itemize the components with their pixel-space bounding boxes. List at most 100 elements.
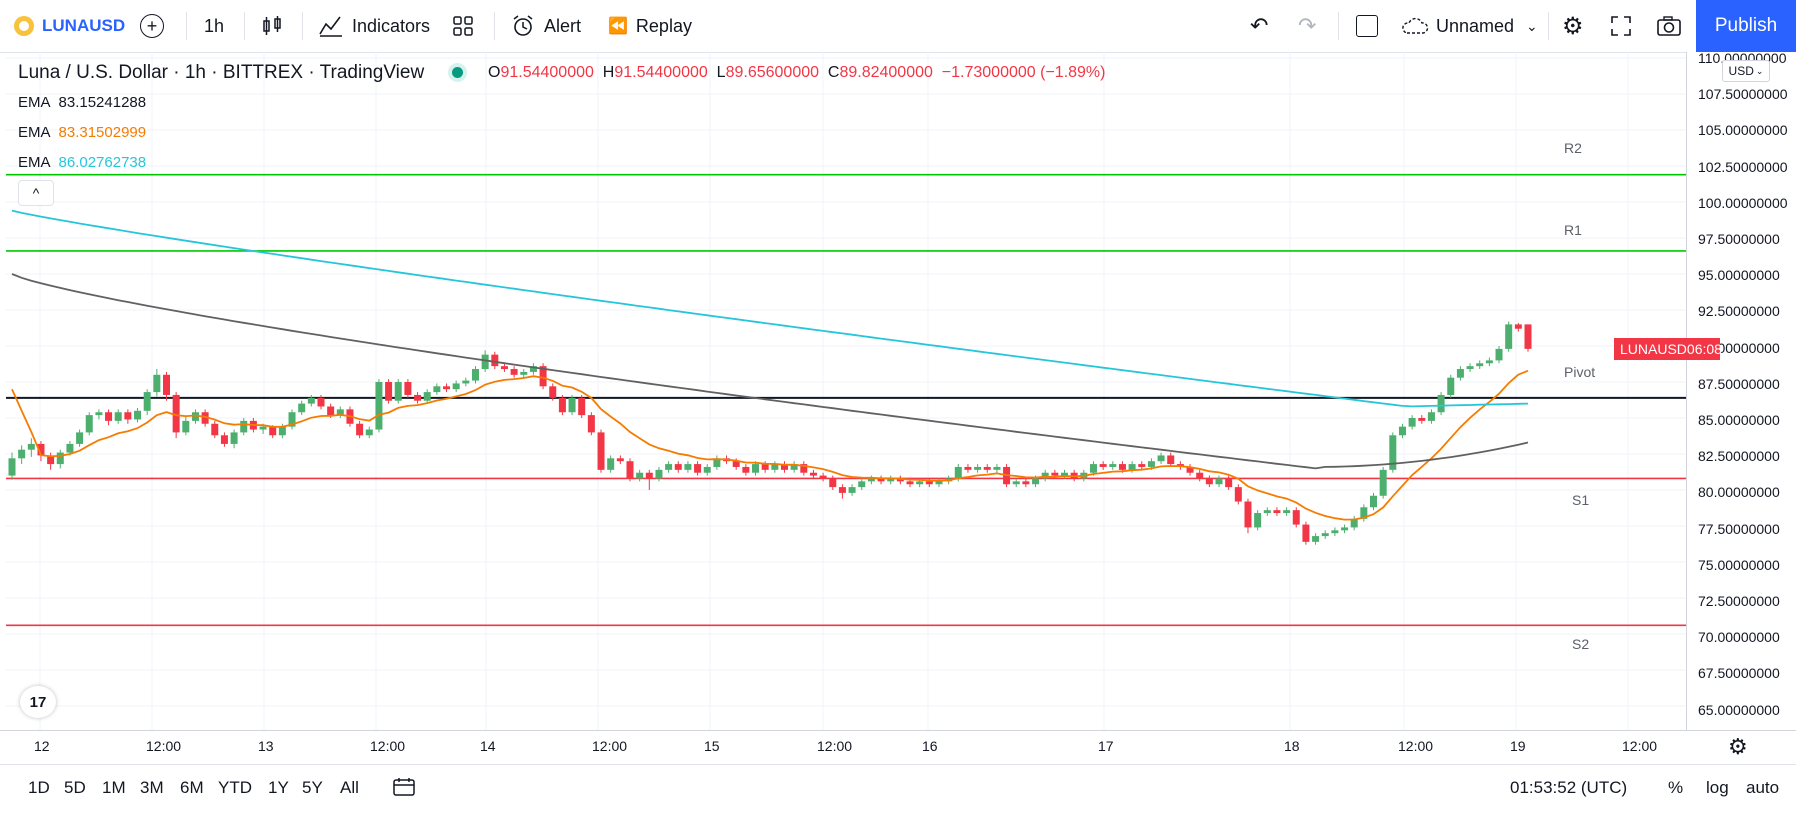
utc-clock[interactable]: 01:53:52 (UTC)	[1510, 778, 1628, 797]
range-button-1d[interactable]: 1D	[28, 778, 50, 797]
time-axis[interactable]	[0, 730, 1796, 761]
candle-body	[1283, 510, 1291, 514]
price-tick-label: 107.50000000	[1698, 86, 1788, 103]
candle-body	[404, 382, 412, 395]
chart-settings-gear-button[interactable]: ⚙	[1728, 734, 1748, 760]
symbol-search[interactable]: LUNAUSD	[14, 0, 125, 52]
range-button-5d[interactable]: 5D	[64, 778, 86, 797]
range-button-5y[interactable]: 5Y	[302, 778, 323, 797]
camera-icon	[1657, 16, 1681, 36]
pivot-label-s1: S1	[1572, 492, 1590, 508]
collapse-legend-button[interactable]: ^	[18, 180, 54, 206]
candle-body	[1447, 377, 1455, 395]
candle-body	[1263, 510, 1271, 514]
badge-symbol: LUNAUSD	[1620, 341, 1687, 357]
tv-logo-icon: 17	[29, 693, 47, 711]
candle-body	[558, 397, 566, 413]
last-price-badge: LUNAUSD 06:08	[1614, 338, 1722, 360]
candle-body	[684, 464, 692, 470]
candle-body	[1389, 435, 1397, 470]
fullscreen-layout-button[interactable]	[1356, 0, 1378, 52]
compare-symbol-button[interactable]: +	[140, 0, 164, 52]
candles-icon	[263, 16, 281, 35]
candle-body	[336, 409, 344, 416]
price-tick-label: 67.50000000	[1698, 665, 1780, 682]
settings-button[interactable]: ⚙	[1562, 0, 1584, 52]
price-tick-label: 102.50000000	[1698, 158, 1788, 175]
range-button-ytd[interactable]: YTD	[218, 778, 252, 797]
candle-body	[1350, 518, 1358, 528]
alert-button[interactable]: Alert	[510, 0, 581, 52]
interval-button[interactable]: 1h	[204, 0, 224, 52]
badge-countdown: 06:08	[1686, 341, 1722, 357]
auto-scale-toggle[interactable]: auto	[1746, 778, 1780, 797]
candle-body	[230, 432, 238, 444]
pivot-label-p: Pivot	[1564, 364, 1596, 380]
candle-body	[8, 458, 16, 476]
ema-legend-row[interactable]: EMA 83.31502999	[18, 124, 146, 141]
candle-body	[887, 478, 895, 482]
candle-body	[1225, 478, 1233, 488]
range-button-all[interactable]: All	[340, 778, 359, 797]
snapshot-button[interactable]	[1656, 0, 1682, 52]
pivot-label-s2: S2	[1572, 636, 1590, 652]
range-button-3m[interactable]: 3M	[140, 778, 164, 797]
candle-body	[742, 466, 750, 473]
candle-body	[616, 458, 624, 462]
candle-body	[578, 397, 586, 416]
candle-body	[752, 464, 760, 473]
candle-body	[153, 374, 161, 393]
price-tick-label: 82.50000000	[1698, 448, 1780, 465]
go-to-date-button[interactable]	[392, 776, 418, 803]
candle-body	[1379, 469, 1387, 496]
candle-body	[414, 394, 422, 401]
range-button-1m[interactable]: 1M	[102, 778, 126, 797]
fullscreen-button[interactable]	[1610, 0, 1632, 52]
tradingview-logo[interactable]: 17	[20, 686, 56, 718]
price-chart[interactable]	[6, 52, 1686, 730]
layout-name-button[interactable]: Unnamed ⌄	[1400, 0, 1538, 52]
candle-body	[1032, 478, 1040, 485]
candle-body	[1254, 513, 1262, 528]
indicators-icon	[319, 16, 342, 37]
candle-body	[162, 374, 170, 395]
market-open-dot	[452, 67, 463, 78]
ema-legend-row[interactable]: EMA 83.15241288	[18, 94, 146, 111]
range-button-1y[interactable]: 1Y	[268, 778, 289, 797]
replay-button[interactable]: ⏪ Replay	[608, 0, 692, 52]
candle-body	[713, 458, 721, 467]
candle-body	[568, 397, 576, 413]
redo-button[interactable]: ↷	[1298, 0, 1316, 52]
indicators-button[interactable]: Indicators	[318, 0, 430, 52]
candle-body	[829, 478, 837, 488]
candle-body	[182, 420, 190, 433]
candle-body	[423, 392, 431, 401]
candle-body	[462, 380, 470, 384]
range-button-6m[interactable]: 6M	[180, 778, 204, 797]
candle-body	[191, 412, 199, 421]
change-value: −1.73000000 (−1.89%)	[941, 64, 1106, 81]
chart-type-button[interactable]	[260, 0, 284, 52]
candle-body	[76, 432, 84, 444]
layout-name-label: Unnamed	[1436, 15, 1515, 36]
currency-select[interactable]: USD ⌄	[1722, 60, 1770, 82]
price-axis[interactable]	[1686, 52, 1796, 730]
fullscreen-icon	[1611, 16, 1631, 36]
percent-scale-toggle[interactable]: %	[1668, 778, 1684, 797]
undo-button[interactable]: ↶	[1250, 0, 1268, 52]
candle-body	[587, 415, 595, 433]
layouts-button[interactable]	[452, 0, 474, 52]
ema-line-gray	[11, 273, 1529, 470]
candle-body	[665, 464, 673, 470]
ema-legend-row[interactable]: EMA 86.02762738	[18, 154, 146, 171]
candle-body	[1186, 466, 1194, 473]
candle-body	[1138, 464, 1146, 467]
candle-body	[597, 432, 605, 470]
candle-body	[1167, 455, 1175, 465]
pivot-label-r1: R1	[1564, 222, 1582, 238]
candle-body	[1157, 455, 1165, 462]
candle-body	[626, 461, 634, 479]
publish-button[interactable]: Publish	[1696, 0, 1796, 52]
time-tick-label: 18	[1284, 738, 1300, 754]
log-scale-toggle[interactable]: log	[1706, 778, 1729, 797]
